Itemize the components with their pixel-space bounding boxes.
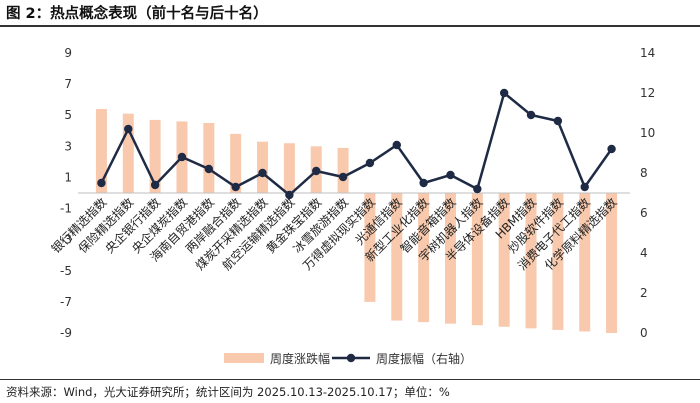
line-point	[258, 168, 267, 178]
bar	[364, 193, 376, 302]
right-tick-label: 4	[640, 246, 648, 260]
left-tick-label: -9	[60, 326, 72, 340]
left-tick-label: -7	[60, 295, 72, 309]
right-tick-label: 14	[640, 46, 655, 60]
left-tick-label: 9	[64, 46, 72, 60]
legend-bar-label: 周度涨跌幅	[270, 351, 330, 366]
bar	[203, 123, 215, 193]
line-point	[526, 110, 536, 120]
left-tick-label: 1	[64, 170, 72, 184]
left-tick-label: 7	[64, 77, 72, 91]
bar	[283, 143, 295, 193]
line-point	[446, 170, 455, 180]
right-tick-label: 12	[640, 86, 655, 100]
bar	[498, 193, 510, 327]
line-point	[499, 88, 509, 98]
line-series	[97, 88, 616, 200]
line-point	[553, 116, 563, 126]
chart-title: 图 2：热点概念表现（前十名与后十名）	[6, 6, 268, 22]
line-point	[580, 182, 589, 192]
bar	[122, 113, 134, 193]
line-point	[285, 190, 294, 200]
right-tick-label: 6	[640, 206, 648, 220]
line-point	[97, 178, 106, 188]
source-divider	[0, 379, 700, 380]
right-tick-label: 10	[640, 126, 655, 140]
bar	[257, 141, 269, 193]
left-tick-label: -1	[60, 202, 72, 216]
line-point	[607, 144, 616, 154]
left-axis-ticks: 9 7 5 3 1 -1 -3 -5 -7 -9	[60, 46, 72, 340]
legend-bar-swatch	[224, 353, 264, 363]
bar	[149, 119, 161, 193]
line-point	[419, 178, 428, 188]
title-divider	[0, 25, 700, 27]
category-labels: 银行精选指数保险精选指数央企银行指数央企煤炭指数海南自贸港指数两岸融合指数煤炭开…	[48, 195, 620, 273]
line-point	[231, 182, 240, 192]
bar	[579, 193, 591, 332]
bar	[444, 193, 456, 324]
right-tick-label: 2	[640, 286, 648, 300]
right-tick-label: 8	[640, 166, 648, 180]
bar	[418, 193, 430, 323]
legend: 周度涨跌幅 周度振幅（右轴）	[224, 351, 472, 366]
line-point	[177, 152, 187, 162]
legend-line-marker	[346, 353, 356, 363]
left-tick-label: -3	[60, 233, 72, 247]
bar	[552, 193, 564, 330]
bar	[391, 193, 403, 321]
line-point	[124, 124, 133, 134]
bar	[95, 109, 107, 193]
legend-line-label: 周度振幅（右轴）	[376, 351, 472, 366]
line-point	[365, 158, 375, 168]
source-note: 资料来源：Wind，光大证券研究所；统计区间为 2025.10.13-2025.…	[6, 385, 450, 399]
bar	[230, 133, 242, 193]
line-point	[338, 172, 348, 182]
bar	[525, 193, 537, 329]
bar	[471, 193, 483, 326]
bar	[337, 147, 349, 193]
line-point	[473, 184, 482, 194]
right-axis-ticks: 14 12 10 8 6 4 2 0	[640, 46, 655, 340]
left-tick-label: 5	[64, 108, 72, 122]
bar	[606, 193, 618, 333]
left-tick-label: -5	[60, 264, 72, 278]
left-tick-label: 3	[64, 139, 72, 153]
right-tick-label: 0	[640, 326, 648, 340]
amplitude-line	[100, 90, 613, 197]
line-point	[204, 164, 214, 174]
line-point	[150, 180, 160, 190]
line-point	[392, 140, 401, 150]
line-point	[312, 166, 321, 176]
